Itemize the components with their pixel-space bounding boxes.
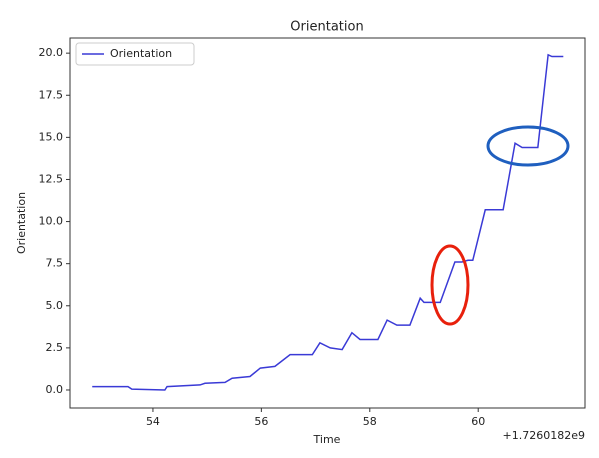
line-series	[92, 53, 564, 391]
plot-frame	[69, 37, 586, 409]
y-tick-label: 12.5	[39, 172, 64, 185]
x-offset-label: +1.7260182e9	[503, 429, 585, 442]
x-tick-label: 58	[363, 415, 377, 428]
y-tick-label: 20.0	[39, 46, 64, 59]
y-tick-label: 2.5	[46, 341, 64, 354]
annotation-ellipse	[430, 244, 470, 326]
chart-title: Orientation	[290, 20, 363, 35]
y-tick-label: 7.5	[46, 257, 64, 270]
x-tick-label: 54	[146, 415, 160, 428]
y-tick-label: 15.0	[39, 130, 64, 143]
y-tick-label: 5.0	[46, 299, 64, 312]
x-axis-label: Time	[313, 433, 341, 446]
x-tick-label: 60	[471, 415, 485, 428]
y-tick-label: 10.0	[39, 215, 64, 228]
legend-box	[75, 42, 195, 66]
x-tick-label: 56	[254, 415, 268, 428]
y-tick-label: 17.5	[39, 88, 64, 101]
y-tick-label: 0.0	[46, 383, 64, 396]
y-axis-label: Orientation	[15, 192, 28, 254]
legend-label: Orientation	[110, 47, 172, 60]
annotation-ellipse	[486, 125, 570, 167]
